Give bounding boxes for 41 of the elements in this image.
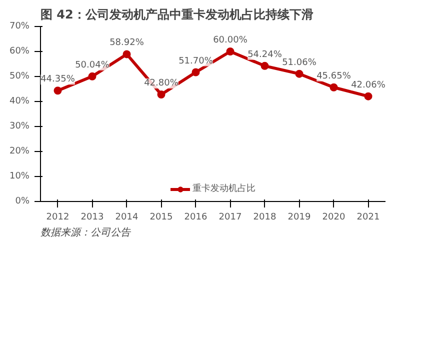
data-label: 50.04% (75, 60, 110, 70)
data-label: 54.24% (248, 50, 282, 60)
data-label: 51.70% (178, 56, 214, 66)
source-note: 数据来源：公司公告 (40, 226, 132, 238)
point (54, 86, 62, 95)
x-tick-label: 2014 (115, 212, 138, 222)
data-label: 51.06% (282, 58, 317, 68)
y-tick-label: 30% (9, 122, 30, 132)
data-label: 60.00% (213, 36, 248, 46)
x-tick-label: 2020 (322, 212, 346, 222)
x-tick-label: 2013 (80, 212, 104, 222)
point (122, 50, 131, 58)
data-label: 44.35% (40, 74, 76, 85)
x-tick-label: 2017 (218, 212, 242, 222)
data-label: 45.65% (316, 71, 352, 82)
legend-label: 重卡发动机占比 (192, 182, 256, 195)
y-tick-label: 60% (9, 46, 30, 56)
y-tick-label: 40% (9, 96, 30, 106)
y-tick-label: 10% (9, 172, 30, 182)
point (157, 90, 166, 98)
x-tick-label: 2018 (253, 212, 276, 222)
x-tick-label: 2021 (356, 212, 380, 222)
x-tick-label: 2019 (288, 212, 311, 222)
y-tick-label: 20% (9, 146, 30, 156)
x-tick-label: 2015 (150, 212, 173, 222)
point (295, 70, 304, 78)
x-tick-label: 2016 (184, 212, 208, 222)
y-tick-label: 50% (9, 72, 30, 82)
data-label: 58.92% (110, 38, 144, 48)
point (226, 48, 234, 56)
y-tick-label: 0% (15, 196, 30, 206)
point (88, 72, 96, 80)
chart-title: 图 42：公司发动机产品中重卡发动机占比持续下滑 (40, 8, 314, 22)
point (330, 83, 338, 92)
y-tick-label: 70% (9, 22, 30, 32)
data-label: 42.80% (144, 78, 179, 88)
x-tick-label: 2012 (46, 212, 70, 222)
point (192, 68, 200, 76)
point (260, 62, 269, 70)
point (364, 92, 372, 100)
data-label: 42.06% (351, 80, 386, 90)
